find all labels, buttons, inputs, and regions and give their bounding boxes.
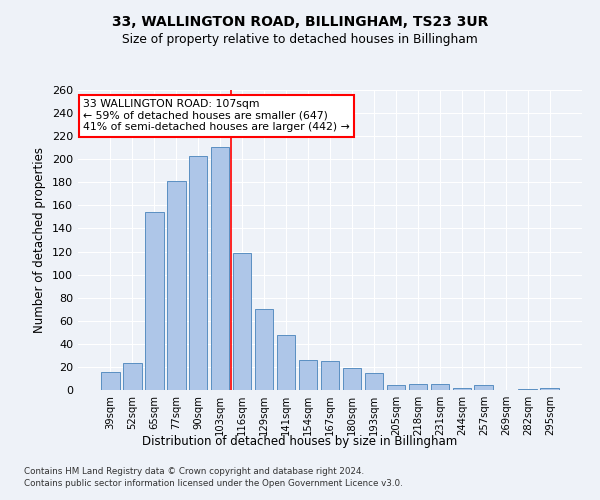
- Bar: [167, 181, 185, 390]
- Bar: [343, 368, 361, 390]
- Text: 33 WALLINGTON ROAD: 107sqm
← 59% of detached houses are smaller (647)
41% of sem: 33 WALLINGTON ROAD: 107sqm ← 59% of deta…: [83, 99, 350, 132]
- Bar: [409, 384, 427, 390]
- Text: Distribution of detached houses by size in Billingham: Distribution of detached houses by size …: [142, 435, 458, 448]
- Bar: [365, 372, 383, 390]
- Bar: [101, 372, 119, 390]
- Text: Size of property relative to detached houses in Billingham: Size of property relative to detached ho…: [122, 32, 478, 46]
- Text: 33, WALLINGTON ROAD, BILLINGHAM, TS23 3UR: 33, WALLINGTON ROAD, BILLINGHAM, TS23 3U…: [112, 15, 488, 29]
- Bar: [233, 252, 251, 390]
- Bar: [189, 156, 208, 390]
- Bar: [320, 361, 340, 390]
- Bar: [277, 334, 295, 390]
- Bar: [541, 388, 559, 390]
- Bar: [386, 386, 405, 390]
- Text: Contains public sector information licensed under the Open Government Licence v3: Contains public sector information licen…: [24, 479, 403, 488]
- Bar: [431, 384, 449, 390]
- Bar: [452, 388, 471, 390]
- Text: Contains HM Land Registry data © Crown copyright and database right 2024.: Contains HM Land Registry data © Crown c…: [24, 468, 364, 476]
- Bar: [518, 389, 537, 390]
- Bar: [475, 386, 493, 390]
- Bar: [211, 146, 229, 390]
- Y-axis label: Number of detached properties: Number of detached properties: [34, 147, 46, 333]
- Bar: [299, 360, 317, 390]
- Bar: [145, 212, 164, 390]
- Bar: [255, 309, 274, 390]
- Bar: [123, 364, 142, 390]
